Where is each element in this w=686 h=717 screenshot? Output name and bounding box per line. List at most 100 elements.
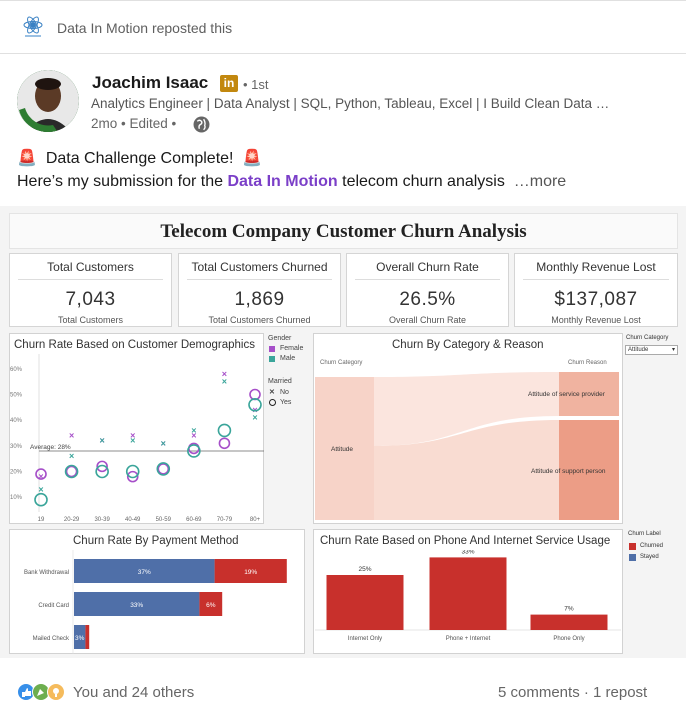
service-usage-chart: 25% Internet Only 33% Phone + Internet 7% Pho… [315, 550, 621, 642]
scatter-point-x: × [38, 484, 43, 494]
repost-label: Data In Motion reposted this [57, 20, 233, 36]
sankey-label-service-provider: Attitude of service provider [528, 391, 605, 398]
y-tick-label: 10% [10, 495, 23, 501]
sankey-node-support-person [559, 420, 619, 520]
kpi-label: Overall Churn Rate [376, 260, 479, 274]
stayed-data-label: 37% [138, 569, 151, 576]
stayed-bar [74, 559, 215, 583]
globe-icon [193, 116, 210, 133]
stayed-bar [74, 592, 200, 616]
service-category-label: Internet Only [348, 636, 382, 642]
x-tick-label: 70-79 [217, 517, 233, 523]
post-text-line2: Here’s my submission for the Data In Mot… [17, 173, 566, 191]
kpi-card-revenue-lost: Monthly Revenue Lost $137,087 Monthly Re… [514, 253, 678, 327]
x-tick-label: 50-59 [156, 517, 172, 523]
scatter-point-circle [65, 465, 78, 478]
data-in-motion-logo[interactable] [20, 14, 46, 40]
service-category-label: Phone + Internet [446, 636, 491, 642]
churned-bar [530, 614, 608, 630]
scatter-point-circle [95, 464, 109, 479]
sankey-label-attitude: Attitude [331, 446, 354, 453]
x-marker-icon: ✕ [269, 389, 275, 396]
scatter-point-x: × [69, 431, 74, 441]
churned-bar [85, 625, 90, 649]
scatter-point-x: × [130, 436, 135, 446]
scatter-point-circle [34, 492, 48, 507]
connection-degree: • 1st [243, 77, 269, 92]
filter-label: Churn Category [626, 335, 669, 341]
x-tick-label: 30-39 [94, 517, 110, 523]
kpi-card-churn-rate: Overall Churn Rate 26.5% Overall Churn R… [346, 253, 509, 327]
scatter-point-circle [35, 468, 47, 480]
scatter-point-circle [157, 463, 170, 475]
see-more-link[interactable]: …more [513, 173, 567, 190]
scatter-point-x: × [38, 472, 43, 482]
payment-category-label: Mailed Check [33, 636, 70, 642]
linkedin-premium-icon: in [220, 75, 238, 92]
legend-churned: Churned [640, 543, 664, 549]
legend-male: Male [280, 355, 296, 362]
bar-data-label: 33% [461, 550, 474, 555]
scatter-point-x: × [191, 425, 196, 435]
post-meta: 2mo • Edited • [91, 116, 177, 131]
payment-method-chart: Bank Withdrawal 37% 19% Credit Card 33% 6% Mai… [24, 550, 287, 654]
scatter-point-circle [125, 464, 140, 479]
siren-icon: 🚨 [242, 150, 263, 167]
scatter-point-x: × [161, 438, 166, 448]
scatter-point-circle [217, 423, 232, 438]
legend-gender-title: Gender [268, 335, 292, 342]
churn-category-axis-label: Churn Category [320, 360, 363, 366]
churned-bar [214, 559, 287, 583]
author-name[interactable]: Joachim Isaac [92, 73, 209, 92]
kpi-card-customers-churned: Total Customers Churned 1,869 Total Cust… [178, 253, 341, 327]
sankey-node-service-provider [559, 372, 619, 416]
kpi-label: Total Customers Churned [191, 260, 328, 274]
scatter-point-x: × [69, 451, 74, 461]
legend-married-title: Married [268, 378, 292, 385]
kpi-value: 7,043 [65, 289, 116, 310]
avatar-image [17, 70, 79, 132]
sankey-flow-support-person [374, 420, 559, 520]
x-tick-label: 80+ [250, 517, 261, 523]
scatter-point-circle [156, 462, 171, 476]
reaction-icons[interactable] [17, 682, 69, 702]
legend-stayed: Stayed [640, 554, 659, 560]
y-tick-label: 40% [10, 418, 23, 424]
post-headline: Data Challenge Complete! [45, 150, 234, 167]
churned-data-label: 19% [244, 569, 257, 576]
churned-bar [199, 592, 223, 616]
scatter-point-x: × [191, 431, 196, 441]
scatter-point-circle [187, 444, 201, 458]
repost-header [0, 0, 686, 54]
kpi-sublabel: Monthly Revenue Lost [551, 315, 641, 325]
scatter-point-circle [218, 437, 231, 450]
filter-value: Attitude [628, 347, 649, 353]
post-body-prefix: Here’s my submission for the [17, 173, 228, 190]
demographics-scatter-plot: 10% 20% 30% 40% 50% 60% Average: 28% 19 20-29 30-… [10, 354, 264, 523]
author-avatar[interactable] [17, 70, 79, 132]
service-category-label: Phone Only [553, 636, 584, 642]
female-swatch [269, 346, 275, 352]
legend-yes: Yes [280, 399, 292, 406]
chevron-down-icon: ▾ [671, 347, 675, 353]
legend-churn-label-title: Churn Label [628, 531, 661, 537]
kpi-card-total-customers: Total Customers 7,043 Total Customers [9, 253, 172, 327]
scatter-point-x: × [161, 438, 166, 448]
sankey-label-support-person: Attitude of support person [531, 468, 606, 475]
bar-data-label: 25% [358, 566, 371, 573]
sankey-flow-service-provider [374, 372, 559, 446]
kpi-sublabel: Overall Churn Rate [388, 315, 467, 325]
kpi-sublabel: Total Customers [57, 315, 124, 325]
scatter-point-x: × [222, 369, 227, 379]
reactions-count[interactable]: You and 24 others [73, 684, 195, 701]
comments-reposts-count[interactable]: 5 comments · 1 repost [498, 684, 648, 701]
payment-category-label: Credit Card [38, 603, 69, 609]
churn-reason-axis-label: Churn Reason [568, 360, 607, 366]
scatter-point-circle [96, 460, 108, 473]
churn-category-filter[interactable]: Attitude ▾ [625, 345, 678, 355]
scatter-point-x: × [100, 436, 105, 446]
mention-link[interactable]: Data In Motion [227, 173, 338, 190]
dashboard-title: Telecom Company Customer Churn Analysis [9, 213, 678, 249]
demographics-chart-panel [9, 333, 264, 524]
male-swatch [269, 356, 275, 362]
